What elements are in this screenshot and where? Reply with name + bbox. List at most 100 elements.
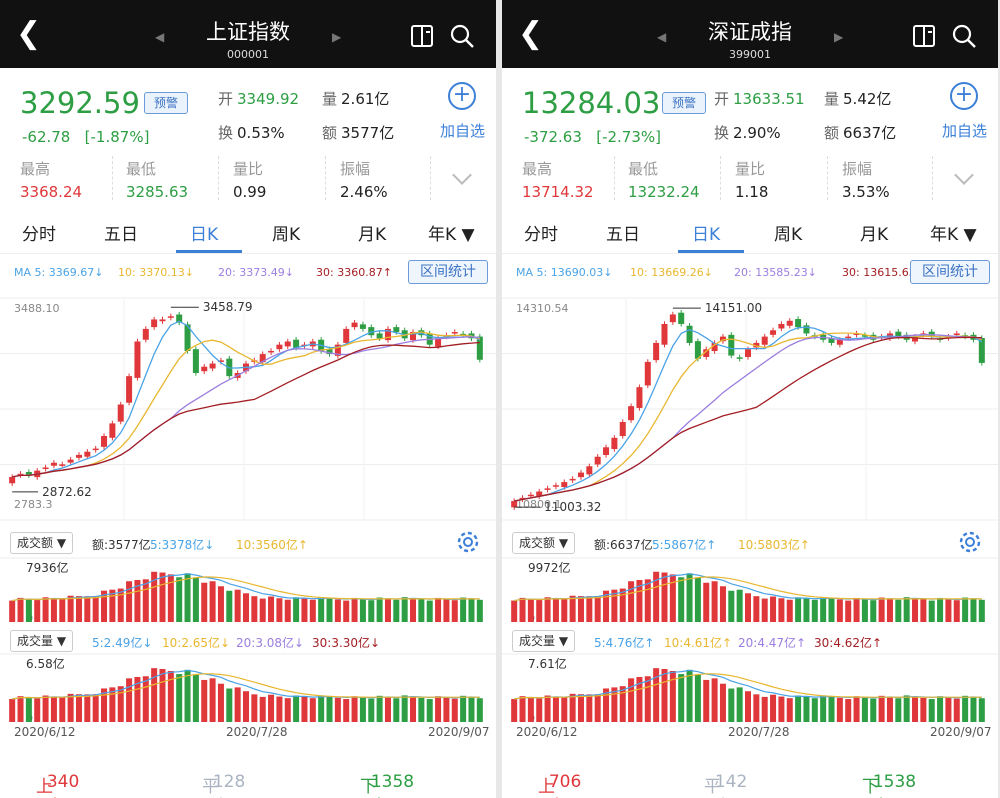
candle [736, 357, 743, 359]
active-tab-indicator [678, 250, 744, 253]
expand-chevron-icon[interactable] [452, 165, 472, 185]
amount-bar [711, 581, 718, 622]
stat-high: 最高 13714.32 [522, 160, 594, 201]
tab-1[interactable]: 五日 [104, 225, 138, 245]
volume-bar [628, 678, 635, 722]
candle [686, 325, 693, 343]
price-high-label: 14310.54 [516, 302, 569, 315]
range-stats-button[interactable]: 区间统计 [408, 260, 488, 284]
candle [259, 354, 266, 363]
range-stats-button[interactable]: 区间统计 [910, 260, 990, 284]
layout-icon[interactable] [912, 24, 938, 48]
alert-button[interactable]: 预警 [662, 92, 706, 114]
add-watchlist-icon[interactable]: + [448, 82, 476, 110]
amount-bar [75, 596, 82, 622]
alert-button[interactable]: 预警 [144, 92, 188, 114]
layout-icon[interactable] [410, 24, 436, 48]
volume-bar [544, 695, 551, 722]
ma30-line [12, 341, 480, 478]
tab-2[interactable]: 日K [692, 225, 721, 245]
kline-chart[interactable]: 14310.5410800.114151.0011003.329972亿07.6… [502, 288, 998, 748]
volume-dropdown[interactable]: 成交量 ▼ [10, 630, 74, 652]
stat-amplitude: 振幅 3.53% [842, 160, 890, 201]
volume-bar [75, 694, 82, 722]
candle [17, 473, 24, 476]
prev-index-icon[interactable]: ◀ [657, 30, 667, 44]
volume-bar [778, 696, 785, 722]
tab-5[interactable]: 年K ▼ [930, 225, 977, 245]
amount-ma10-line [514, 576, 982, 602]
kline-chart[interactable]: 3488.102783.33458.792872.627936亿06.58亿02… [0, 288, 496, 748]
amount-bar [476, 599, 483, 622]
prev-index-icon[interactable]: ◀ [155, 30, 165, 44]
amount-legend-item: 5:5867亿↑ [652, 538, 717, 552]
amount-bar [451, 600, 458, 622]
ma10-label: 10: 13669.26↓ [630, 266, 713, 279]
candle [268, 350, 275, 353]
amount-bar [736, 589, 743, 622]
volume-bar [719, 683, 726, 722]
candle [209, 363, 216, 369]
period-tabs: 分时 五日 日K 周K 月K 年K ▼ [0, 208, 496, 254]
search-icon[interactable] [952, 24, 978, 50]
volume-bar [945, 697, 952, 722]
volume-dropdown[interactable]: 成交量 ▼ [512, 630, 576, 652]
tab-0[interactable]: 分时 [22, 225, 56, 245]
tab-2[interactable]: 日K [190, 225, 219, 245]
volume-bar [895, 698, 902, 722]
tab-4[interactable]: 月K [860, 225, 889, 245]
amount-bar [770, 596, 777, 622]
volume-bar [151, 668, 158, 722]
next-index-icon[interactable]: ▶ [332, 30, 342, 44]
candle [151, 319, 158, 328]
next-index-icon[interactable]: ▶ [834, 30, 844, 44]
volume-bar [519, 696, 526, 722]
tab-1[interactable]: 五日 [606, 225, 640, 245]
volume-bar [928, 699, 935, 722]
amount-bar [50, 598, 57, 622]
header-bar: ❮ ◀ 上证指数 000001 ▶ [0, 0, 496, 68]
expand-chevron-icon[interactable] [954, 165, 974, 185]
amount-bar [686, 573, 693, 622]
candle [184, 324, 191, 351]
change-pct: [-2.73%] [596, 128, 661, 146]
add-watchlist-label[interactable]: 加自选 [440, 122, 486, 140]
tab-3[interactable]: 周K [774, 225, 803, 245]
settings-gear-icon[interactable] [958, 530, 982, 554]
amount-bar [251, 596, 258, 622]
volume-bar [192, 674, 199, 722]
amount-bar [753, 596, 760, 622]
tab-4[interactable]: 月K [358, 225, 387, 245]
amount-bar [318, 597, 325, 622]
volume-bar [410, 696, 417, 722]
volume-bar [109, 687, 116, 722]
candle [109, 423, 116, 438]
stat-volume-ratio: 量比 0.99 [233, 160, 267, 201]
amount-dropdown[interactable]: 成交额 ▼ [10, 532, 74, 554]
amount-bar [134, 580, 141, 622]
amount-bar [92, 596, 99, 622]
ma30-label: 30: 3360.87↑ [316, 266, 392, 279]
add-watchlist-icon[interactable]: + [950, 82, 978, 110]
back-chevron-icon[interactable]: ❮ [518, 16, 544, 51]
amount-bar [945, 599, 952, 622]
amount-dropdown[interactable]: 成交额 ▼ [512, 532, 576, 554]
back-chevron-icon[interactable]: ❮ [16, 16, 42, 51]
volume-bar [435, 696, 442, 722]
active-tab-indicator [176, 250, 242, 253]
candle [778, 323, 785, 329]
amount-bar [795, 597, 802, 622]
settings-gear-icon[interactable] [456, 530, 480, 554]
volume-bar [476, 698, 483, 722]
tab-3[interactable]: 周K [272, 225, 301, 245]
tab-5[interactable]: 年K ▼ [428, 225, 475, 245]
search-icon[interactable] [450, 24, 476, 50]
tab-0[interactable]: 分时 [524, 225, 558, 245]
volume-bar [9, 699, 16, 722]
volume-bar [577, 694, 584, 722]
candle [594, 456, 601, 465]
candle [134, 341, 141, 378]
amount-bar [577, 596, 584, 622]
add-watchlist-label[interactable]: 加自选 [942, 122, 988, 140]
amount-bar [611, 589, 618, 622]
